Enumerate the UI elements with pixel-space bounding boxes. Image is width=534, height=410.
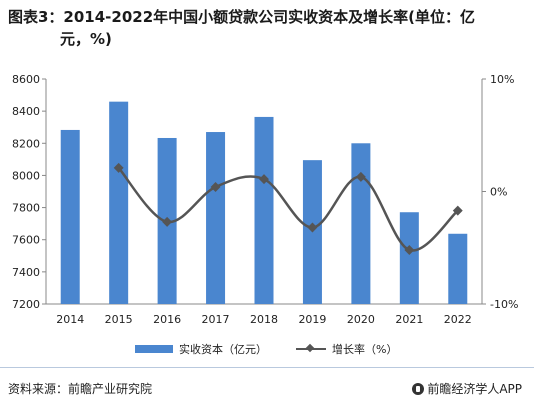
y-left-tick-label: 7400 <box>12 266 40 279</box>
bar <box>351 143 371 304</box>
chart-title: 图表3：2014-2022年中国小额贷款公司实收资本及增长率(单位：亿 元，%) <box>8 6 526 50</box>
source-note: 资料来源：前瞻产业研究院 <box>8 382 153 396</box>
brand-footer: 前瞻经济学人APP <box>412 380 522 397</box>
y-right-tick-label: 10% <box>490 73 514 86</box>
y-left-tick-label: 7800 <box>12 202 40 215</box>
bar <box>448 233 468 304</box>
legend-line-label: 增长率（%） <box>332 343 398 356</box>
y-left-tick-label: 8600 <box>12 73 40 86</box>
growth-rate-line <box>117 167 459 252</box>
x-tick-label: 2016 <box>153 313 181 326</box>
bar <box>399 212 419 304</box>
growth-rate-point <box>259 174 269 185</box>
legend-item-bar: 实收资本（亿元） <box>135 341 267 357</box>
bar <box>206 132 226 304</box>
legend-bar-label: 实收资本（亿元） <box>179 343 267 356</box>
y-right-tick-label: 0% <box>490 186 507 199</box>
y-left-tick-label: 8400 <box>12 105 40 118</box>
chart-title-line1: 图表3：2014-2022年中国小额贷款公司实收资本及增长率(单位：亿 <box>8 8 476 26</box>
chart-canvas: 7200 7400 7600 7800 8000 8200 8400 8600 -10% 0% 10… <box>12 73 518 326</box>
y-right-tick-label: -10% <box>490 298 518 311</box>
y-left-tick-label: 8200 <box>12 137 40 150</box>
y-left-tick-label: 7600 <box>12 234 40 247</box>
growth-rate-point <box>210 182 221 192</box>
bar <box>109 101 129 305</box>
brand-name: 前瞻经济学人APP <box>427 382 522 396</box>
x-tick-label: 2015 <box>105 313 133 326</box>
x-tick-label: 2022 <box>444 313 472 326</box>
legend-bar-swatch <box>135 345 173 353</box>
x-tick-label: 2021 <box>395 313 423 326</box>
brand-logo-icon <box>412 382 425 395</box>
growth-rate-point <box>355 171 366 182</box>
growth-rate-point <box>113 162 124 173</box>
growth-rate-point <box>307 222 318 233</box>
legend: 实收资本（亿元） 增长率（%） <box>0 341 534 361</box>
growth-rate-point <box>404 245 415 255</box>
chart-title-line2: 元，%) <box>60 30 112 48</box>
x-tick-label: 2019 <box>298 313 326 326</box>
bar <box>60 129 80 304</box>
footer-divider <box>0 367 534 368</box>
y-left-tick-label: 7200 <box>12 298 40 311</box>
bar <box>254 116 274 304</box>
legend-item-line: 增长率（%） <box>296 341 397 357</box>
x-tick-label: 2014 <box>56 313 84 326</box>
y-left-tick-label: 8000 <box>12 169 40 182</box>
growth-rate-point <box>162 216 173 227</box>
x-tick-label: 2020 <box>347 313 375 326</box>
growth-rate-point <box>452 205 463 216</box>
x-tick-label: 2017 <box>202 313 230 326</box>
x-tick-label: 2018 <box>250 313 278 326</box>
legend-line-swatch <box>296 344 326 354</box>
